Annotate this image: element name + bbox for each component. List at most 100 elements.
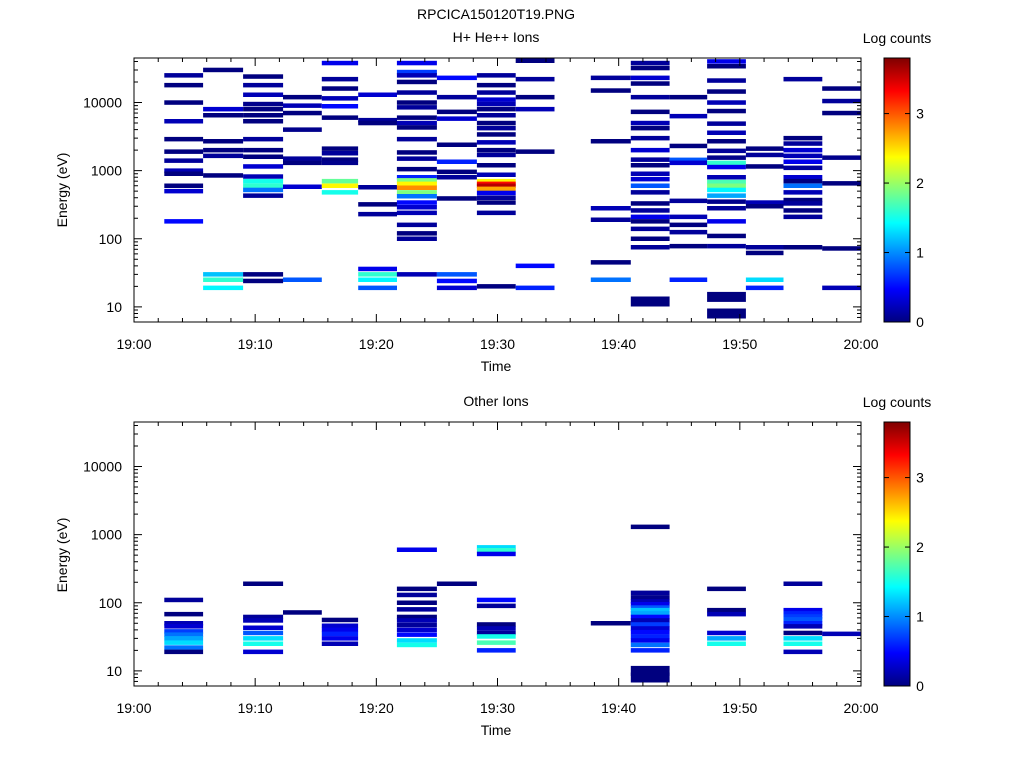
energy-bin-cell bbox=[783, 607, 823, 613]
energy-bin-cell bbox=[358, 185, 397, 190]
energy-bin-cell bbox=[783, 165, 823, 171]
y-tick-label: 10 bbox=[106, 663, 122, 679]
energy-bin-cell bbox=[396, 125, 437, 130]
energy-bin-cell bbox=[630, 607, 670, 613]
energy-bin-cell bbox=[476, 152, 516, 158]
energy-bin-cell bbox=[203, 67, 244, 73]
energy-bin-cell bbox=[203, 277, 244, 282]
energy-bin-cell bbox=[243, 106, 284, 112]
energy-bin-cell bbox=[476, 178, 516, 184]
energy-bin-cell bbox=[783, 135, 823, 141]
energy-bin-cell bbox=[436, 278, 477, 284]
energy-bin-cell bbox=[476, 622, 516, 627]
energy-bin-cell bbox=[396, 60, 437, 66]
energy-bin-cell bbox=[630, 120, 670, 126]
energy-bin-cell bbox=[783, 621, 823, 626]
energy-bin-cell bbox=[243, 183, 284, 188]
energy-bin-cell bbox=[164, 82, 204, 88]
x-tick-label: 19:30 bbox=[480, 336, 515, 352]
energy-bin-cell bbox=[396, 592, 437, 598]
energy-bin-cell bbox=[396, 627, 437, 633]
energy-bin-cell bbox=[630, 618, 670, 623]
energy-bin-cell bbox=[243, 625, 284, 630]
energy-bin-cell bbox=[164, 73, 204, 78]
energy-bin-cell bbox=[358, 92, 397, 97]
energy-bin-cell bbox=[476, 82, 516, 88]
energy-bin-cell bbox=[822, 98, 861, 104]
energy-bin-cell bbox=[164, 640, 204, 645]
energy-bin-cell bbox=[707, 219, 746, 224]
energy-bin-cell bbox=[476, 101, 516, 107]
energy-bin-cell bbox=[630, 219, 670, 224]
energy-bin-cell bbox=[822, 110, 861, 116]
energy-bin-cell bbox=[783, 175, 823, 180]
energy-bin-cell bbox=[396, 586, 437, 592]
energy-bin-cell bbox=[707, 121, 746, 126]
energy-bin-cell bbox=[630, 665, 670, 676]
energy-bin-cell bbox=[630, 626, 670, 631]
energy-bin-cell bbox=[783, 183, 823, 188]
energy-bin-cell bbox=[783, 153, 823, 159]
panel-h-he-ions: H+ He++ Ions 19:00 19:10 19:20 19:30 19:40 19… bbox=[54, 29, 931, 374]
energy-bin-cell bbox=[822, 631, 861, 637]
colorbar-tick-label: 2 bbox=[916, 539, 924, 555]
energy-bin-cell bbox=[243, 649, 284, 655]
energy-bin-cell bbox=[783, 201, 823, 206]
energy-bin-cell bbox=[396, 210, 437, 216]
energy-bin-cell bbox=[321, 76, 359, 82]
x-tick-label: 19:30 bbox=[480, 700, 515, 716]
energy-bin-cell bbox=[396, 136, 437, 142]
energy-bin-cell bbox=[396, 642, 437, 648]
energy-bin-cell bbox=[243, 618, 284, 623]
energy-bin-cell bbox=[476, 125, 516, 131]
energy-bin-cell bbox=[358, 211, 397, 217]
energy-bin-cell bbox=[630, 163, 670, 168]
energy-bin-cell bbox=[203, 285, 244, 291]
energy-bin-cell bbox=[396, 69, 437, 75]
energy-bin-cell bbox=[783, 581, 823, 586]
energy-bin-cell bbox=[203, 147, 244, 153]
energy-bin-cell bbox=[476, 120, 516, 126]
energy-bin-cell bbox=[707, 630, 746, 636]
energy-bin-cell bbox=[515, 263, 555, 269]
energy-bin-cell bbox=[630, 109, 670, 115]
energy-bin-cell bbox=[707, 291, 746, 302]
energy-bin-cell bbox=[590, 88, 631, 93]
energy-bin-cell bbox=[783, 208, 823, 213]
energy-bin-cell bbox=[630, 176, 670, 182]
colorbar-label: Log counts bbox=[863, 30, 932, 46]
energy-bin-cell bbox=[243, 187, 284, 193]
energy-bin-cell bbox=[669, 160, 708, 166]
energy-bin-cell bbox=[630, 296, 670, 307]
energy-bin-cell bbox=[164, 171, 204, 176]
energy-bin-cell bbox=[476, 183, 516, 188]
energy-bin-cell bbox=[707, 160, 746, 166]
energy-bin-cell bbox=[358, 202, 397, 207]
energy-bin-cell bbox=[164, 632, 204, 637]
energy-bin-cell bbox=[476, 163, 516, 168]
energy-bin-cell bbox=[476, 640, 516, 645]
colorbar: Log counts 0 1 2 3 bbox=[863, 30, 932, 330]
energy-bin-cell bbox=[707, 611, 746, 617]
energy-bin-cell bbox=[745, 250, 784, 256]
energy-bin-cell bbox=[321, 160, 359, 166]
energy-bin-cell bbox=[630, 629, 670, 635]
colorbar-ticks: 0 1 2 3 bbox=[884, 470, 924, 694]
energy-bin-cell bbox=[243, 630, 284, 636]
energy-bin-cell bbox=[630, 634, 670, 639]
colorbar-gradient bbox=[883, 421, 911, 687]
x-tick-label: 19:00 bbox=[116, 336, 151, 352]
y-tick-label: 10000 bbox=[83, 459, 122, 475]
energy-bin-cell bbox=[707, 108, 746, 114]
energy-bin-cell bbox=[822, 285, 861, 291]
energy-bin-cell bbox=[243, 82, 284, 88]
energy-bin-cell bbox=[243, 641, 284, 646]
energy-bin-cell bbox=[476, 147, 516, 153]
energy-bin-cell bbox=[436, 142, 477, 147]
energy-bin-cell bbox=[707, 59, 746, 64]
energy-bin-cell bbox=[707, 89, 746, 94]
colorbar-tick-label: 1 bbox=[916, 245, 924, 261]
energy-bin-cell bbox=[476, 90, 516, 95]
energy-bin-cell bbox=[243, 193, 284, 198]
